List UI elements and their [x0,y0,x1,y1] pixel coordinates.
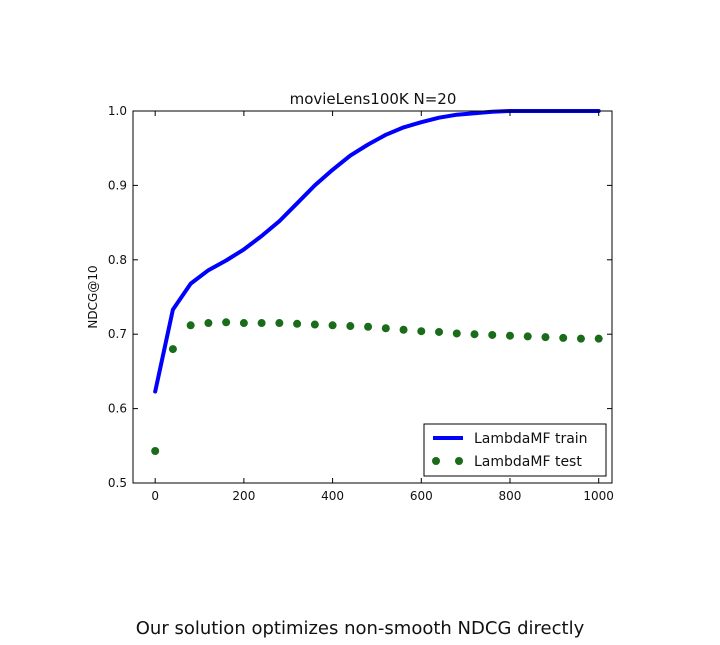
series-test-point [399,325,408,334]
y-tick-label: 0.9 [108,178,127,192]
plot-frame [132,110,613,484]
legend-test-swatch-dot [432,457,440,465]
series-test-point [239,319,248,328]
slide-caption: Our solution optimizes non-smooth NDCG d… [135,618,585,639]
legend-train-label: LambdaMF train [474,431,588,447]
ndcg-line-chart: movieLens100K N=20 NDCG@10 0 200 400 600 800… [86,90,614,503]
series-test-point [505,331,514,340]
series-test-point [222,318,231,327]
y-tick-label: 0.8 [108,253,127,267]
y-tick-label: 0.7 [108,327,127,341]
series-test-point [381,324,390,333]
x-tick-label: 800 [499,489,522,503]
series-train-line [153,109,601,394]
series-test-point [257,319,266,328]
legend-test-label: LambdaMF test [474,454,582,470]
x-tick-label: 1000 [583,489,614,503]
series-test-point [523,332,532,341]
series-test-point [151,447,160,456]
series-test-point [541,333,550,342]
series-test-point [346,322,355,331]
x-tick-label: 0 [151,489,159,503]
x-tick-label: 200 [232,489,255,503]
legend: LambdaMF train LambdaMF test [423,423,607,477]
series-test-point [559,333,568,342]
series-test-point [168,345,177,354]
x-tick-label: 400 [321,489,344,503]
axis-ticks: 0 200 400 600 800 1000 0.5 0.6 0.7 0.8 0.9 1.0 [108,104,614,503]
x-tick-label: 600 [410,489,433,503]
legend-test-swatch-dot [455,457,463,465]
series-test-point [328,321,337,330]
series-test-point [488,330,497,339]
series-test-point [435,327,444,336]
series-test-point [576,334,585,343]
chart-title: movieLens100K N=20 [290,90,457,108]
y-axis-label: NDCG@10 [86,265,100,328]
legend-box [423,423,607,477]
series-test-point [470,330,479,339]
series-test-point [310,320,319,329]
series-test-point [594,334,603,343]
series-test-point [364,322,373,331]
series-group [151,109,603,456]
series-test-point [275,319,284,328]
series-test-point [417,327,426,336]
y-tick-label: 1.0 [108,104,127,118]
series-test-point [293,319,302,328]
y-tick-label: 0.5 [108,476,127,490]
series-test-point [452,329,461,338]
series-test-point [204,319,213,328]
y-tick-label: 0.6 [108,402,127,416]
series-test-point [186,321,195,330]
